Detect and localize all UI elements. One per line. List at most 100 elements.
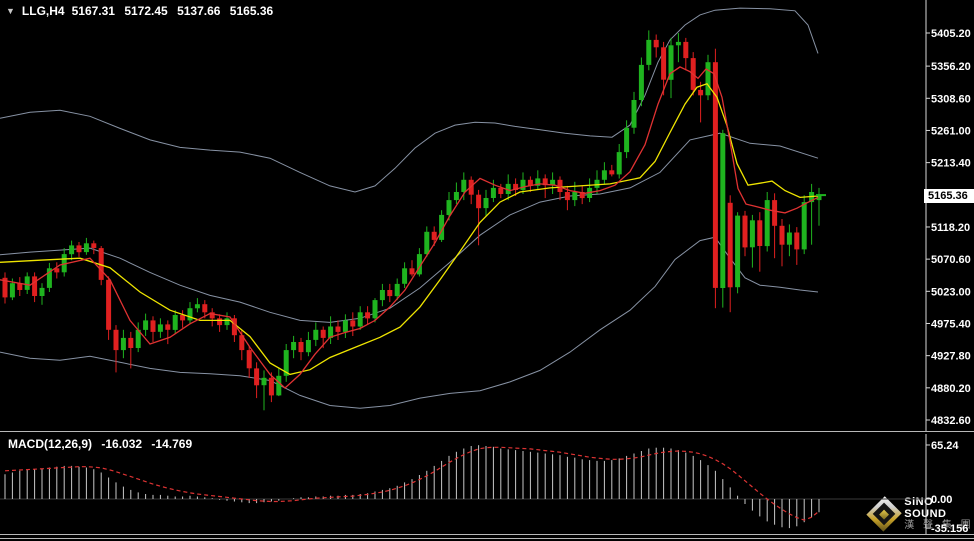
candle-bull[interactable]	[520, 179, 526, 190]
candle-bear[interactable]	[431, 231, 437, 240]
candle-bull[interactable]	[46, 268, 52, 288]
candle-bear[interactable]	[98, 248, 104, 280]
candle-bull[interactable]	[646, 39, 652, 65]
candle-bull[interactable]	[39, 287, 45, 296]
candle-bear[interactable]	[298, 342, 304, 353]
candle-bear[interactable]	[772, 200, 778, 226]
candle-bull[interactable]	[172, 315, 178, 330]
candle-bear[interactable]	[335, 326, 341, 332]
candle-bear[interactable]	[209, 312, 215, 319]
candle-bear[interactable]	[106, 279, 112, 330]
candle-bear[interactable]	[409, 268, 415, 275]
candle-bull[interactable]	[601, 170, 607, 180]
candle-bear[interactable]	[513, 183, 519, 190]
candle-bull[interactable]	[735, 215, 741, 288]
candle-bear[interactable]	[727, 202, 733, 288]
candle-bull[interactable]	[720, 133, 726, 288]
candle-bull[interactable]	[490, 187, 496, 198]
candle-bull[interactable]	[424, 231, 430, 255]
candle-bull[interactable]	[535, 178, 541, 186]
candle-bull[interactable]	[357, 312, 363, 327]
candle-bear[interactable]	[742, 215, 748, 248]
candle-bull[interactable]	[416, 254, 422, 275]
candle-bull[interactable]	[483, 198, 489, 209]
candle-bull[interactable]	[624, 127, 630, 153]
candle-bull[interactable]	[328, 326, 334, 339]
candle-bear[interactable]	[609, 170, 615, 175]
candle-bear[interactable]	[54, 268, 60, 273]
candle-bull[interactable]	[461, 179, 467, 192]
candle-bull[interactable]	[187, 308, 193, 321]
candle-bull[interactable]	[572, 192, 578, 201]
candle-bear[interactable]	[757, 220, 763, 246]
candle-bull[interactable]	[291, 342, 297, 351]
candle-bear[interactable]	[239, 335, 245, 351]
candle-bear[interactable]	[564, 192, 570, 201]
candle-bull[interactable]	[705, 62, 711, 96]
candle-bear[interactable]	[202, 304, 208, 313]
candle-bear[interactable]	[365, 312, 371, 319]
candle-bear[interactable]	[579, 192, 585, 199]
candle-bull[interactable]	[342, 320, 348, 332]
panel-separator[interactable]	[0, 431, 974, 432]
candle-bear[interactable]	[476, 194, 482, 209]
candle-bear[interactable]	[180, 315, 186, 321]
candle-bear[interactable]	[254, 368, 260, 386]
candle-bear[interactable]	[2, 277, 8, 298]
collapse-triangle-icon[interactable]: ▼	[6, 6, 15, 16]
candle-bull[interactable]	[453, 192, 459, 201]
candle-bull[interactable]	[394, 283, 400, 297]
candle-bear[interactable]	[779, 225, 785, 245]
candle-bear[interactable]	[527, 179, 533, 186]
candle-bull[interactable]	[816, 195, 822, 201]
candle-bull[interactable]	[372, 300, 378, 319]
candle-bear[interactable]	[698, 89, 704, 96]
candle-bear[interactable]	[165, 324, 171, 330]
candle-bull[interactable]	[550, 179, 556, 186]
candle-bear[interactable]	[350, 320, 356, 327]
candle-bear[interactable]	[246, 350, 252, 369]
candle-bear[interactable]	[76, 245, 82, 253]
candle-bull[interactable]	[120, 337, 126, 351]
candle-bear[interactable]	[653, 39, 659, 48]
candle-bull[interactable]	[69, 245, 75, 255]
candle-bull[interactable]	[283, 350, 289, 376]
candle-bear[interactable]	[498, 187, 504, 194]
candle-bull[interactable]	[764, 200, 770, 247]
candle-bear[interactable]	[794, 232, 800, 250]
candle-bull[interactable]	[143, 320, 149, 330]
candle-bear[interactable]	[91, 243, 97, 248]
candle-bull[interactable]	[786, 232, 792, 245]
candle-bull[interactable]	[313, 329, 319, 340]
candle-bear[interactable]	[661, 47, 667, 80]
candle-bear[interactable]	[231, 318, 237, 336]
candle-bull[interactable]	[157, 324, 163, 332]
candle-bull[interactable]	[749, 220, 755, 248]
candle-bull[interactable]	[668, 45, 674, 80]
candle-bear[interactable]	[712, 62, 718, 288]
candle-bear[interactable]	[320, 329, 326, 338]
candle-bull[interactable]	[24, 276, 30, 290]
candle-bear[interactable]	[128, 337, 134, 348]
candle-bull[interactable]	[83, 243, 89, 253]
candle-bull[interactable]	[402, 268, 408, 284]
candle-bull[interactable]	[61, 254, 67, 273]
candle-bear[interactable]	[387, 290, 393, 297]
candle-bear[interactable]	[32, 276, 38, 296]
candle-bull[interactable]	[631, 100, 637, 128]
candle-bull[interactable]	[276, 375, 282, 396]
candle-bull[interactable]	[638, 64, 644, 100]
candle-bear[interactable]	[17, 283, 23, 290]
candle-bear[interactable]	[217, 318, 223, 326]
candle-bear[interactable]	[557, 179, 563, 192]
candle-bull[interactable]	[135, 329, 141, 348]
candle-bull[interactable]	[594, 179, 600, 188]
candle-bull[interactable]	[801, 202, 807, 250]
candle-bear[interactable]	[542, 178, 548, 186]
candle-bull[interactable]	[675, 41, 681, 46]
candle-bear[interactable]	[268, 377, 274, 396]
candle-bear[interactable]	[683, 41, 689, 59]
candle-bull[interactable]	[505, 183, 511, 194]
candle-bull[interactable]	[9, 283, 15, 298]
